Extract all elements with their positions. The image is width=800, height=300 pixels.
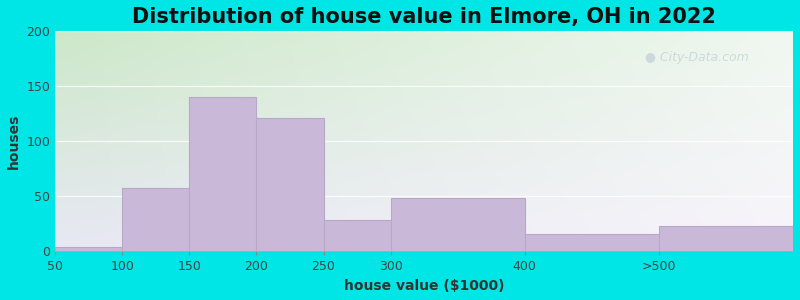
Bar [390,197,525,251]
Bar [55,247,122,251]
Bar [190,97,257,251]
Text: ● City-Data.com: ● City-Data.com [646,51,750,64]
Bar [122,188,190,251]
X-axis label: house value ($1000): house value ($1000) [344,279,504,293]
Title: Distribution of house value in Elmore, OH in 2022: Distribution of house value in Elmore, O… [132,7,716,27]
Bar [323,220,390,251]
Bar [659,226,793,251]
Bar [525,234,659,251]
Bar [257,118,323,251]
Y-axis label: houses: houses [7,114,21,169]
